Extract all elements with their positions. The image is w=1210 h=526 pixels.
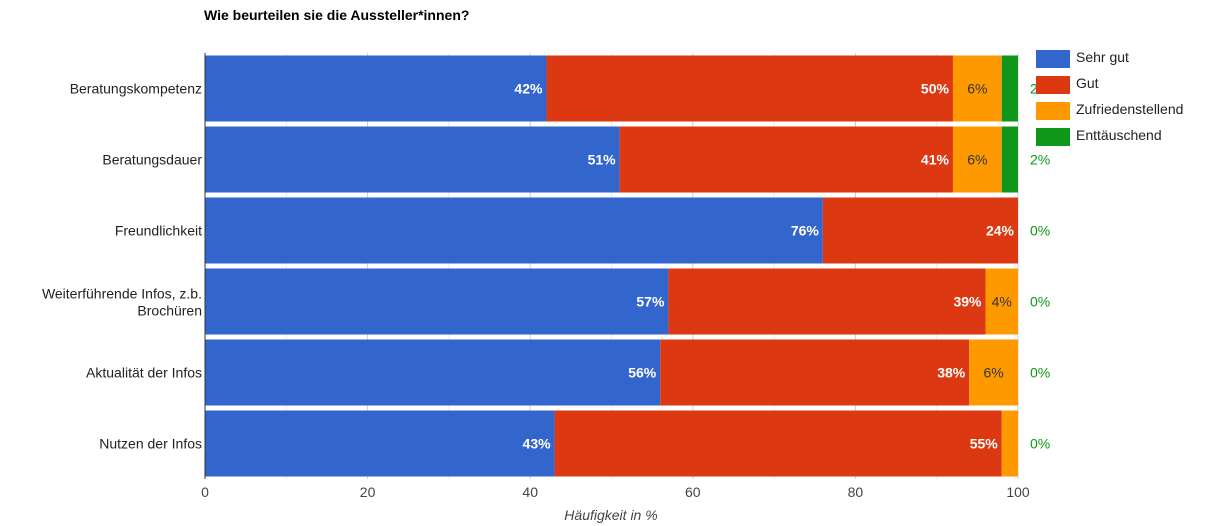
legend-swatch-zufriedenstellend <box>1036 102 1070 120</box>
bar-gut <box>668 268 986 335</box>
bar-sehr-gut <box>205 268 669 335</box>
bar-sehr-gut <box>205 410 555 477</box>
bar-gut <box>822 197 1018 264</box>
legend-swatch-enttaeuschend <box>1036 128 1070 146</box>
data-label: 0% <box>1030 223 1050 239</box>
data-label: 6% <box>983 365 1003 381</box>
data-label: 41% <box>921 152 950 168</box>
bar-entt-uschend <box>1001 126 1018 193</box>
legend-label-sehr-gut: Sehr gut <box>1076 49 1129 65</box>
bar-sehr-gut <box>205 55 547 122</box>
bar-gut <box>554 410 1002 477</box>
bar-sehr-gut <box>205 197 823 264</box>
y-category-label: Nutzen der Infos <box>99 436 202 452</box>
data-label: 38% <box>937 365 966 381</box>
data-label: 56% <box>628 365 657 381</box>
legend-swatch-sehr-gut <box>1036 50 1070 68</box>
data-label: 50% <box>921 81 950 97</box>
y-category-label: Beratungskompetenz <box>70 81 202 97</box>
data-label: 0% <box>1030 436 1050 452</box>
bar-zufriedenstellend <box>1001 410 1018 477</box>
x-tick-label: 0 <box>201 484 209 500</box>
chart-title: Wie beurteilen sie die Aussteller*innen? <box>204 7 470 23</box>
bar-gut <box>619 126 953 193</box>
y-category-label: Aktualität der Infos <box>86 365 202 381</box>
data-label: 6% <box>967 81 987 97</box>
data-label: 6% <box>967 152 987 168</box>
bar-zufriedenstellend <box>952 55 1002 122</box>
bar-sehr-gut <box>205 126 620 193</box>
x-tick-label: 20 <box>360 484 376 500</box>
data-label: 51% <box>588 152 617 168</box>
data-label: 24% <box>986 223 1015 239</box>
data-label: 42% <box>514 81 543 97</box>
data-label: 43% <box>523 436 552 452</box>
legend-label-zufriedenstellend: Zufriedenstellend <box>1076 101 1184 117</box>
x-tick-label: 60 <box>685 484 701 500</box>
legend-label-enttaeuschend: Enttäuschend <box>1076 127 1162 143</box>
x-axis-title: Häufigkeit in % <box>564 507 657 523</box>
data-label: 2% <box>1030 152 1050 168</box>
bar-zufriedenstellend <box>952 126 1002 193</box>
x-tick-label: 80 <box>848 484 864 500</box>
y-category-label: Freundlichkeit <box>115 223 202 239</box>
x-tick-label: 40 <box>522 484 538 500</box>
bar-zufriedenstellend <box>969 339 1018 406</box>
x-tick-label: 100 <box>1006 484 1030 500</box>
data-label: 4% <box>992 294 1012 310</box>
bar-gut <box>546 55 953 122</box>
bar-gut <box>660 339 970 406</box>
y-category-label: Weiterführende Infos, z.b. Brochüren <box>42 286 202 319</box>
legend-swatch-gut <box>1036 76 1070 94</box>
legend-label-gut: Gut <box>1076 75 1099 91</box>
bar-sehr-gut <box>205 339 661 406</box>
data-label: 39% <box>953 294 982 310</box>
bar-zufriedenstellend <box>985 268 1018 335</box>
data-label: 57% <box>636 294 665 310</box>
bar-entt-uschend <box>1001 55 1018 122</box>
data-label: 76% <box>791 223 820 239</box>
data-label: 0% <box>1030 365 1050 381</box>
data-label: 0% <box>1030 294 1050 310</box>
y-category-label: Beratungsdauer <box>102 152 202 168</box>
data-label: 55% <box>970 436 999 452</box>
